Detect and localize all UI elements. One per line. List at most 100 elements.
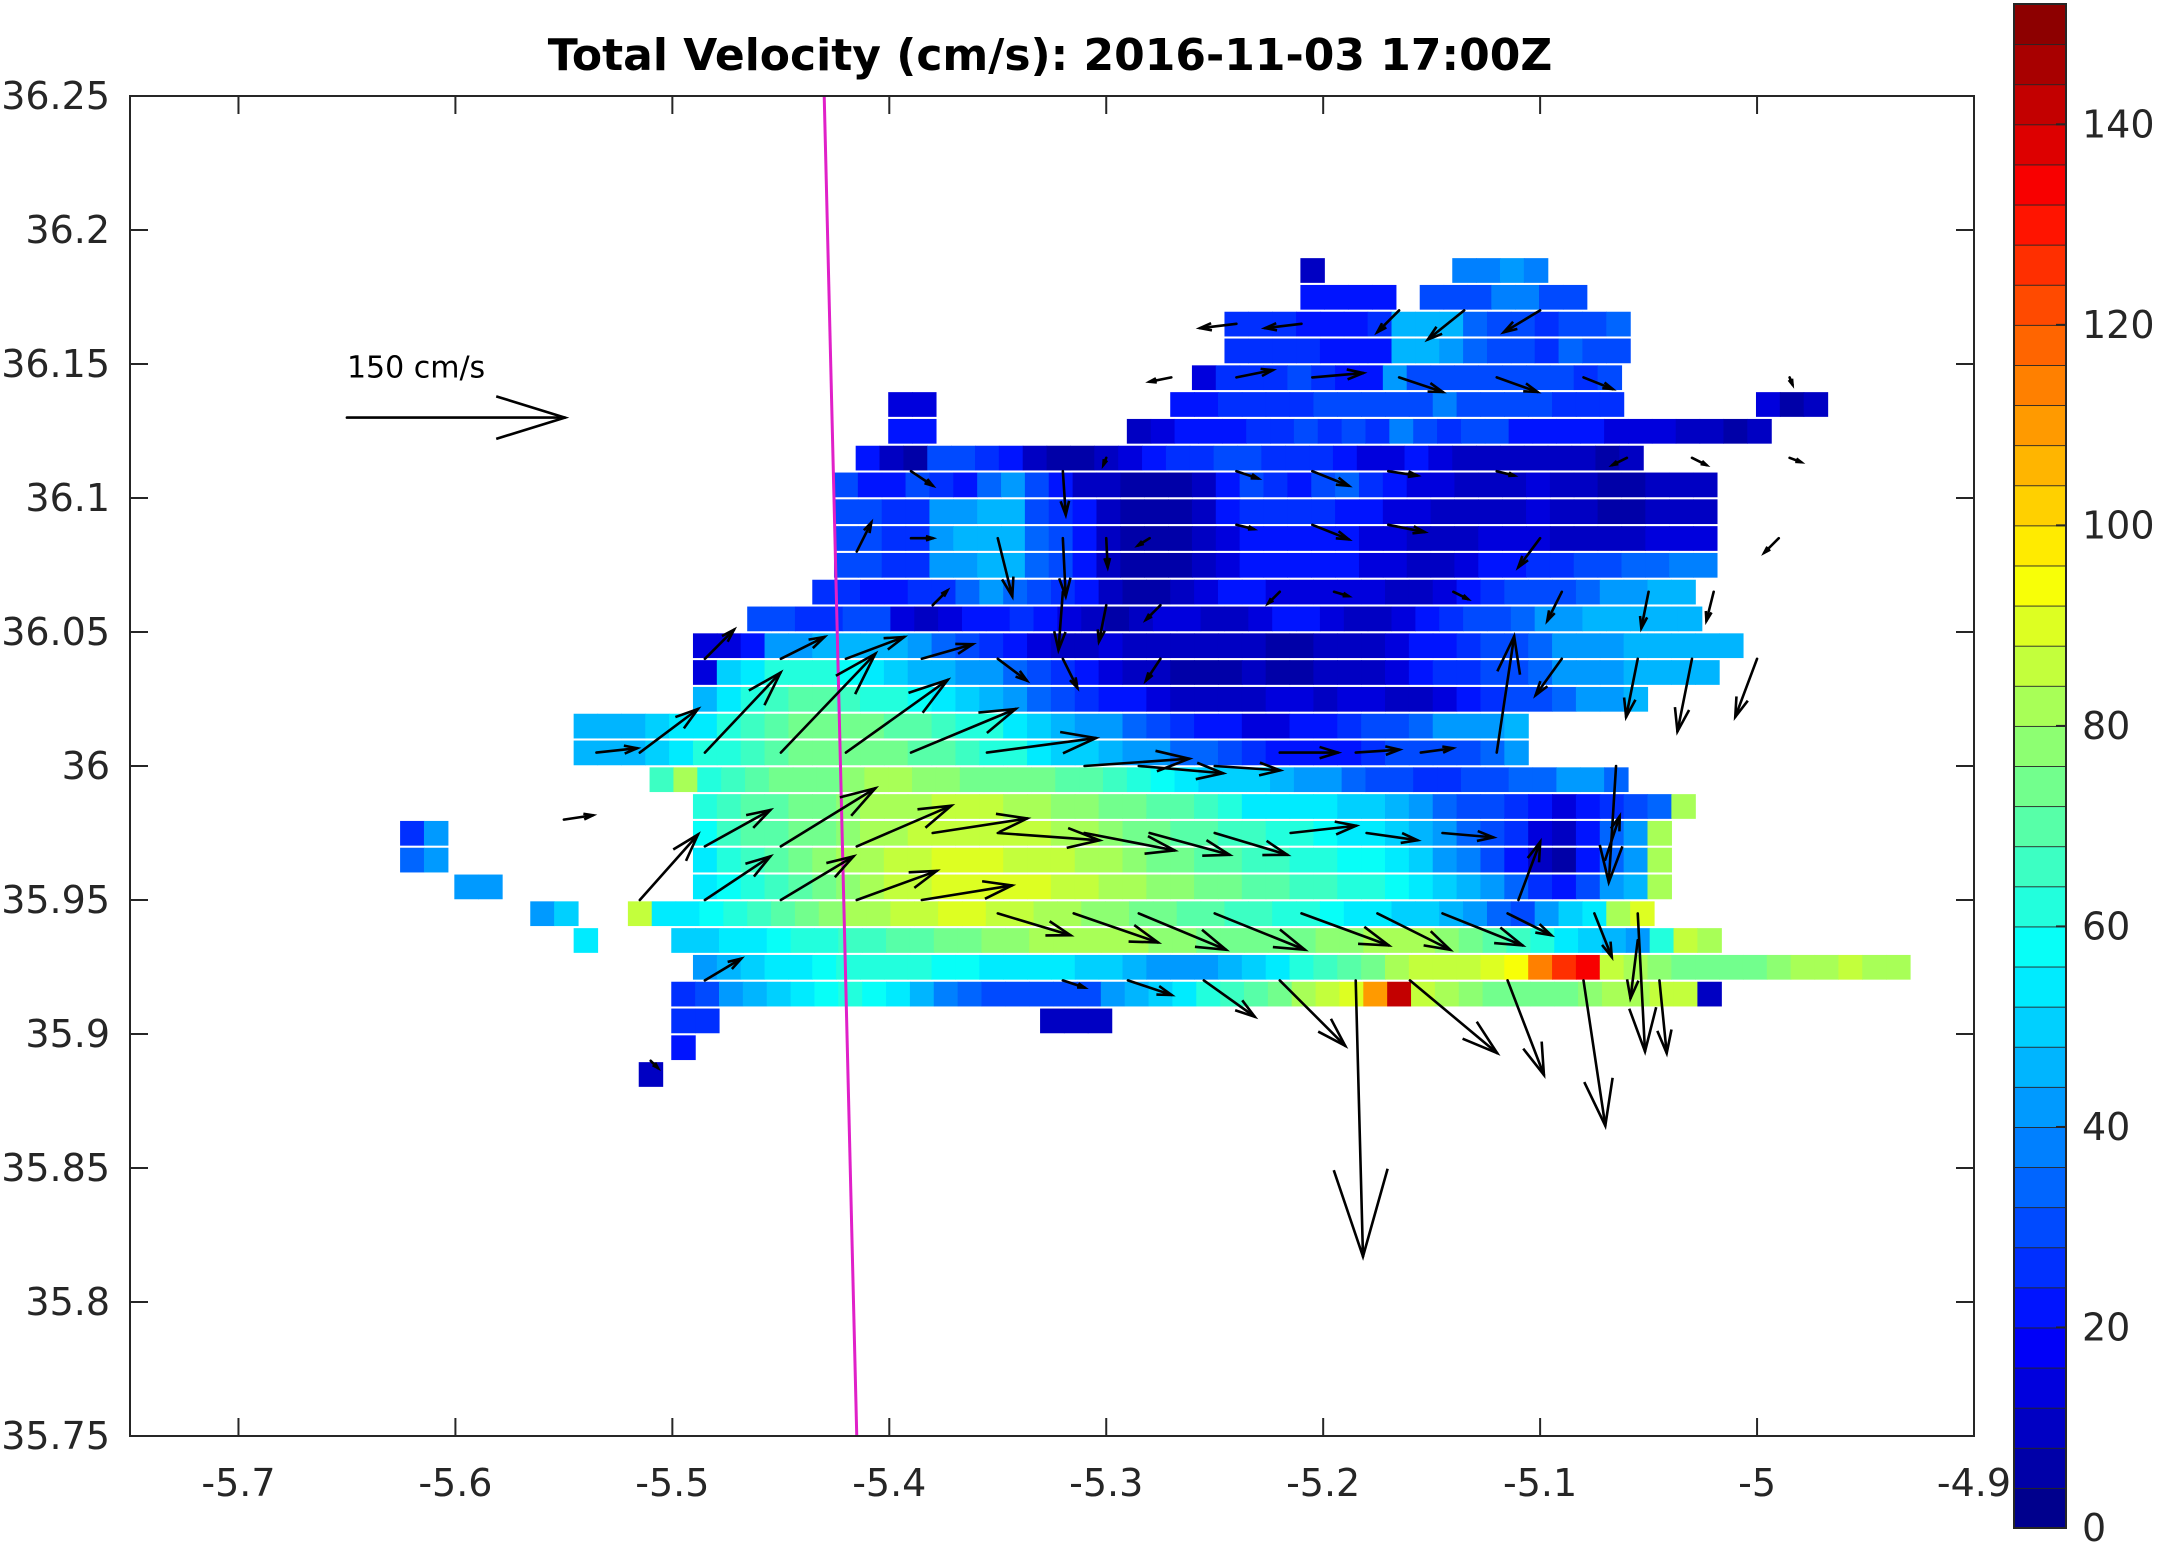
speed-cell bbox=[905, 552, 931, 578]
speed-cell bbox=[1337, 392, 1362, 417]
speed-cell bbox=[1486, 311, 1512, 337]
speed-cell bbox=[955, 874, 980, 900]
velocity-vector bbox=[1311, 469, 1353, 488]
colorbar-level bbox=[2013, 925, 2067, 968]
y-tick-label: 36.2 bbox=[25, 208, 110, 252]
speed-cell bbox=[840, 767, 865, 793]
velocity-vector bbox=[649, 1059, 662, 1072]
speed-cell bbox=[1126, 418, 1152, 444]
speed-cell bbox=[1287, 499, 1312, 525]
velocity-vector bbox=[1213, 831, 1292, 857]
speed-cell bbox=[1246, 767, 1271, 793]
velocity-vector bbox=[1213, 912, 1309, 952]
speed-cell bbox=[1552, 392, 1577, 417]
speed-cell bbox=[1174, 418, 1200, 444]
speed-cell bbox=[1315, 981, 1341, 1007]
velocity-vector bbox=[1235, 523, 1259, 531]
speed-cell bbox=[1415, 606, 1440, 632]
colorbar-ticks: 0 20 40 60 80 100 120 140 bbox=[2056, 102, 2155, 1544]
x-tick-label: -5 bbox=[1738, 1461, 1776, 1505]
velocity-vector bbox=[1622, 657, 1640, 722]
speed-cell bbox=[1287, 365, 1312, 391]
speed-cell bbox=[883, 740, 909, 766]
speed-cell bbox=[883, 686, 909, 712]
speed-cell bbox=[1502, 499, 1527, 525]
speed-cell bbox=[879, 445, 904, 471]
velocity-vector bbox=[1103, 536, 1112, 572]
speed-cell bbox=[1098, 740, 1124, 766]
speed-cell bbox=[1098, 847, 1124, 873]
speed-cell bbox=[1265, 713, 1291, 739]
speed-cell bbox=[1697, 981, 1722, 1007]
speed-cell bbox=[907, 660, 933, 685]
velocity-vector bbox=[1452, 590, 1472, 602]
speed-cell bbox=[1100, 981, 1126, 1007]
speed-cell bbox=[814, 928, 839, 953]
speed-cell bbox=[1575, 874, 1601, 900]
speed-cell bbox=[912, 767, 937, 793]
speed-cell bbox=[1404, 445, 1429, 471]
speed-cell bbox=[1552, 686, 1577, 712]
speed-cell bbox=[764, 713, 790, 739]
colorbar-tick-label: 0 bbox=[2082, 1506, 2106, 1544]
speed-cell bbox=[1432, 794, 1458, 819]
speed-cell bbox=[1408, 660, 1434, 685]
velocity-vector bbox=[996, 536, 1015, 601]
speed-cell bbox=[1096, 472, 1121, 498]
speed-cell bbox=[716, 847, 742, 873]
speed-cell bbox=[1289, 660, 1315, 685]
velocity-vector bbox=[1052, 590, 1067, 655]
speed-cell bbox=[1122, 713, 1147, 739]
speed-cell bbox=[1341, 418, 1367, 444]
speed-cell bbox=[1578, 928, 1603, 953]
speed-cell bbox=[1623, 820, 1649, 846]
speed-cell bbox=[1437, 767, 1462, 793]
speed-cell bbox=[745, 767, 770, 793]
speed-cell bbox=[1432, 392, 1458, 417]
velocity-vector bbox=[996, 657, 1031, 684]
speed-cell bbox=[1293, 767, 1319, 793]
colorbar-level bbox=[2013, 444, 2067, 487]
speed-cell bbox=[953, 499, 978, 525]
speed-cell bbox=[1363, 981, 1388, 1007]
speed-cell bbox=[1098, 820, 1124, 846]
speed-cell bbox=[638, 1062, 664, 1087]
speed-cell bbox=[1005, 928, 1030, 953]
speed-cell bbox=[1385, 954, 1410, 980]
velocity-vector bbox=[844, 677, 952, 754]
speed-cell bbox=[792, 767, 818, 793]
speed-cell bbox=[838, 928, 863, 953]
speed-cell bbox=[1599, 660, 1625, 685]
speed-cell bbox=[1463, 338, 1488, 364]
speed-cell bbox=[1526, 552, 1551, 578]
velocity-vector bbox=[638, 831, 701, 902]
speed-cell bbox=[1478, 526, 1503, 551]
speed-cell bbox=[914, 606, 939, 632]
speed-cell bbox=[890, 606, 915, 632]
speed-cell bbox=[675, 901, 701, 927]
speed-cell bbox=[692, 633, 718, 659]
speed-cell bbox=[842, 901, 868, 927]
velocity-vector bbox=[931, 812, 1032, 835]
speed-cell bbox=[1122, 874, 1147, 900]
speed-cell bbox=[1623, 874, 1649, 900]
speed-cell bbox=[1534, 338, 1560, 364]
speed-cell bbox=[1552, 579, 1577, 605]
velocity-vector bbox=[1311, 523, 1353, 541]
speed-cell bbox=[1391, 606, 1416, 632]
speed-cell bbox=[1146, 686, 1171, 712]
speed-cell bbox=[1361, 633, 1386, 659]
speed-cell bbox=[1654, 606, 1679, 632]
speed-cell bbox=[1289, 392, 1315, 417]
speed-field-layer bbox=[400, 258, 1911, 1087]
speed-cell bbox=[790, 928, 816, 953]
velocity-vector bbox=[1408, 979, 1501, 1056]
velocity-vector bbox=[1638, 590, 1650, 633]
speed-cell bbox=[1669, 499, 1694, 525]
speed-cell bbox=[812, 713, 837, 739]
speed-cell bbox=[1552, 820, 1577, 846]
velocity-vector bbox=[1704, 590, 1715, 626]
velocity-vector bbox=[909, 534, 938, 542]
speed-cell bbox=[1365, 767, 1390, 793]
speed-cell bbox=[929, 552, 954, 578]
